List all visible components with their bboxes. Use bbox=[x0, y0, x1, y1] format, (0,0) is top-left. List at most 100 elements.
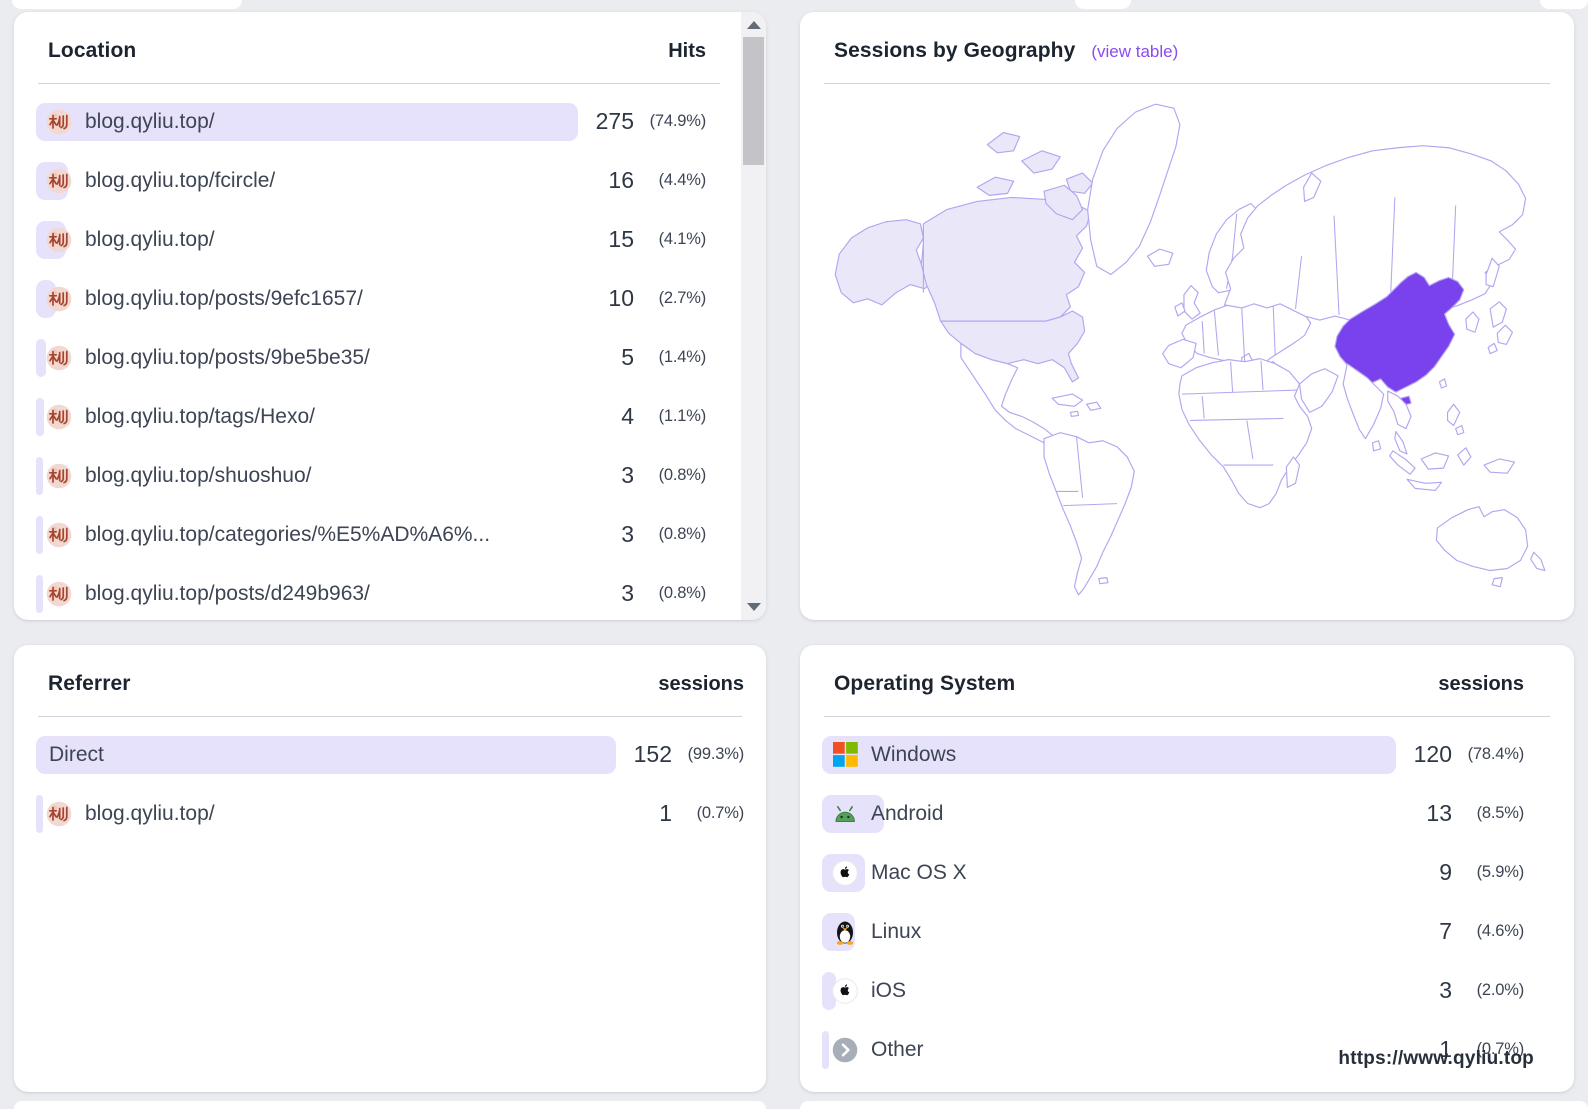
table-row[interactable]: Linux 7 (4.6%) bbox=[800, 902, 1574, 961]
map-region-australia bbox=[1435, 506, 1529, 572]
row-percentage: (8.5%) bbox=[1476, 804, 1525, 822]
windows-logo-icon bbox=[832, 742, 858, 768]
value-bar bbox=[36, 397, 44, 436]
table-row[interactable]: blog.qyliu.top/1 (0.7%) bbox=[14, 784, 766, 843]
site-favicon-icon bbox=[46, 581, 72, 607]
table-row[interactable]: blog.qyliu.top/posts/9efc1657/10 (2.7%) bbox=[14, 269, 766, 328]
row-label: Other bbox=[871, 1037, 924, 1061]
view-table-link[interactable]: (view table) bbox=[1091, 42, 1179, 61]
chevron-right-circle-icon bbox=[832, 1037, 858, 1063]
row-label: blog.qyliu.top/categories/%E5%AD%A6%... bbox=[85, 522, 491, 546]
row-value: 3 bbox=[621, 462, 634, 488]
map-region-new-zealand bbox=[1530, 551, 1546, 572]
map-region-sakhalin bbox=[1485, 257, 1500, 288]
row-value: 9 bbox=[1439, 859, 1452, 885]
row-percentage: (0.7%) bbox=[696, 804, 745, 822]
os-list: Windows 120 (78.4%) Android 13 (8.5%) Mac OS X… bbox=[800, 725, 1574, 1079]
map-region-philippines bbox=[1455, 424, 1465, 436]
os-header: Operating System sessions bbox=[800, 645, 1574, 717]
row-bar-zone: blog.qyliu.top/categories/%E5%AD%A6%... bbox=[36, 515, 578, 554]
row-label: blog.qyliu.top/posts/d249b963/ bbox=[85, 581, 370, 605]
row-label: blog.qyliu.top/tags/Hexo/ bbox=[85, 404, 315, 428]
map-region-arctic-island bbox=[976, 176, 1015, 196]
next-row-card-edge bbox=[800, 1101, 1588, 1109]
row-bar-zone: blog.qyliu.top/fcircle/ bbox=[36, 161, 578, 200]
row-label: Direct bbox=[49, 742, 104, 766]
map-region-java bbox=[1406, 478, 1443, 492]
row-bar-zone: blog.qyliu.top/tags/Hexo/ bbox=[36, 397, 578, 436]
value-bar bbox=[822, 794, 885, 833]
row-bar-zone: Direct bbox=[36, 735, 616, 774]
table-row[interactable]: blog.qyliu.top/categories/%E5%AD%A6%... 3… bbox=[14, 505, 766, 564]
header-divider bbox=[824, 83, 1550, 84]
row-value: 152 bbox=[633, 741, 672, 767]
table-row[interactable]: Other 1 (0.7%) bbox=[800, 1020, 1574, 1079]
scrollbar-thumb[interactable] bbox=[743, 37, 764, 165]
site-favicon-icon bbox=[46, 801, 72, 827]
row-value: 5 bbox=[621, 344, 634, 370]
table-row[interactable]: Mac OS X 9 (5.9%) bbox=[800, 843, 1574, 902]
row-percentage: (0.7%) bbox=[1476, 1040, 1525, 1058]
header-divider bbox=[38, 83, 720, 84]
row-percentage: (99.3%) bbox=[687, 745, 745, 763]
table-row[interactable]: Android 13 (8.5%) bbox=[800, 784, 1574, 843]
world-map[interactable] bbox=[822, 94, 1552, 606]
header-divider bbox=[824, 716, 1550, 717]
site-favicon-icon bbox=[46, 109, 72, 135]
row-value: 3 bbox=[1439, 977, 1452, 1003]
row-label: Windows bbox=[871, 742, 957, 766]
row-value: 13 bbox=[1426, 800, 1452, 826]
map-region-arctic-island bbox=[986, 131, 1021, 154]
row-bar-zone: Other bbox=[822, 1030, 1396, 1069]
table-row[interactable]: blog.qyliu.top/tags/Hexo/4 (1.1%) bbox=[14, 387, 766, 446]
value-bar bbox=[36, 279, 56, 318]
triangle-up-icon bbox=[746, 21, 761, 29]
table-row[interactable]: blog.qyliu.top/shuoshuo/3 (0.8%) bbox=[14, 446, 766, 505]
table-row[interactable]: blog.qyliu.top/275 (74.9%) bbox=[14, 92, 766, 151]
row-percentage: (2.0%) bbox=[1476, 981, 1525, 999]
map-region-borneo bbox=[1420, 452, 1450, 470]
map-region-asia bbox=[1223, 145, 1527, 331]
scroll-down-arrow[interactable] bbox=[741, 596, 766, 618]
row-label: blog.qyliu.top/ bbox=[85, 227, 215, 251]
table-row[interactable]: Windows 120 (78.4%) bbox=[800, 725, 1574, 784]
map-region-falklands bbox=[1098, 577, 1109, 585]
value-bar bbox=[36, 515, 43, 554]
site-favicon-icon bbox=[46, 463, 72, 489]
row-percentage: (74.9%) bbox=[649, 112, 707, 130]
locations-metric-header: Hits bbox=[668, 39, 706, 62]
row-value: 1 bbox=[1439, 1036, 1452, 1062]
row-percentage: (5.9%) bbox=[1476, 863, 1525, 881]
map-region-cuba bbox=[1051, 393, 1084, 407]
table-row[interactable]: blog.qyliu.top/posts/d249b963/3 (0.8%) bbox=[14, 564, 766, 623]
world-map-svg bbox=[834, 103, 1546, 596]
row-percentage: (1.1%) bbox=[658, 407, 707, 425]
row-label: blog.qyliu.top/ bbox=[85, 801, 215, 825]
table-row[interactable]: Direct 152 (99.3%) bbox=[14, 725, 766, 784]
map-region-canada bbox=[920, 196, 1092, 322]
scroll-up-arrow[interactable] bbox=[741, 14, 766, 36]
row-value: 3 bbox=[621, 580, 634, 606]
table-row[interactable]: blog.qyliu.top/fcircle/16 (4.4%) bbox=[14, 151, 766, 210]
previous-row-card-edge bbox=[1075, 0, 1131, 9]
site-favicon-icon bbox=[46, 168, 72, 194]
table-row[interactable]: blog.qyliu.top/15 (4.1%) bbox=[14, 210, 766, 269]
row-label: blog.qyliu.top/fcircle/ bbox=[85, 168, 276, 192]
map-region-arctic-island bbox=[1043, 184, 1084, 221]
row-bar-zone: blog.qyliu.top/posts/9efc1657/ bbox=[36, 279, 578, 318]
site-favicon-icon bbox=[46, 404, 72, 430]
scrollbar[interactable] bbox=[741, 12, 766, 620]
table-row[interactable]: blog.qyliu.top/posts/9be5be35/5 (1.4%) bbox=[14, 328, 766, 387]
row-percentage: (1.4%) bbox=[658, 348, 707, 366]
locations-title: Location bbox=[48, 39, 137, 62]
map-region-tasmania bbox=[1491, 577, 1503, 588]
apple-logo-icon bbox=[832, 977, 858, 1004]
row-percentage: (4.6%) bbox=[1476, 922, 1525, 940]
row-value: 15 bbox=[608, 226, 634, 252]
site-favicon-icon bbox=[46, 522, 72, 548]
row-value: 4 bbox=[621, 403, 634, 429]
map-region-taiwan bbox=[1438, 378, 1448, 389]
value-bar bbox=[36, 794, 43, 833]
table-row[interactable]: iOS 3 (2.0%) bbox=[800, 961, 1574, 1020]
row-percentage: (78.4%) bbox=[1467, 745, 1525, 763]
